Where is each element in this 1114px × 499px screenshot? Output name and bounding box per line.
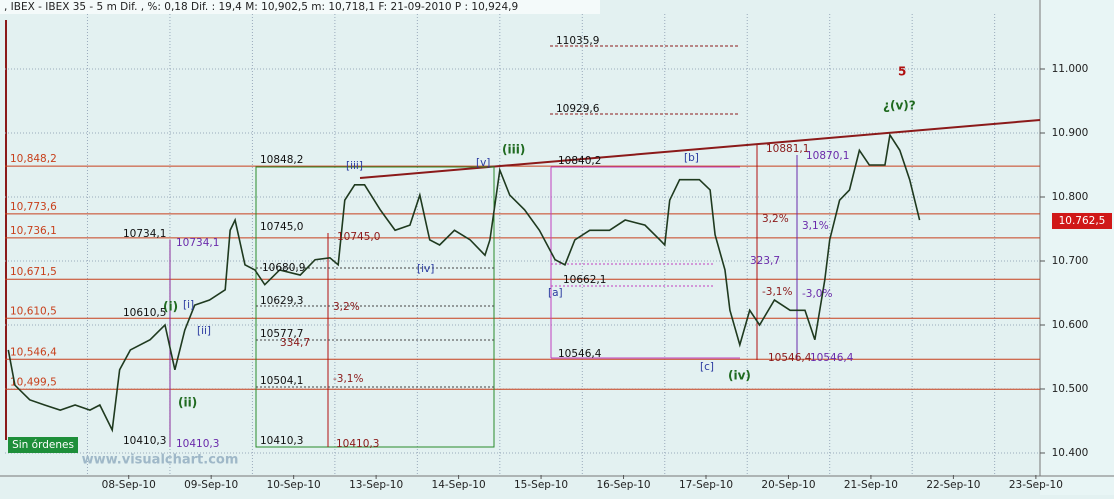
annotation: [iii]: [346, 160, 363, 172]
status[interactable]: Sin órdenes: [12, 439, 74, 451]
annotation: (iii): [502, 143, 525, 157]
annotation: 10881,1: [766, 143, 809, 155]
x-tick-label: 21-Sep-10: [844, 479, 898, 491]
price-line: [7, 132, 921, 433]
annotation: 10504,1: [260, 375, 303, 387]
y-tick-label: 10.700: [1052, 255, 1089, 267]
annotation: 10410,3: [123, 435, 166, 447]
price-axis-panel: [1040, 0, 1114, 495]
watermark: www.visualchart.com: [82, 453, 239, 468]
annotation: (i): [163, 300, 178, 314]
annotation: 323,7: [750, 255, 780, 267]
annotation: 3,1%: [802, 220, 829, 232]
header: , IBEX - IBEX 35 - 5 m Dif. , %: 0,18 Di…: [4, 1, 518, 13]
x-tick-label: 22-Sep-10: [926, 479, 980, 491]
y-tick-label: 10.800: [1052, 191, 1089, 203]
level-label: 10,736,1: [10, 225, 57, 237]
annotation: ¿(v)?: [883, 99, 916, 113]
annotation: 10410,3: [260, 435, 303, 447]
annotation: [v]: [476, 157, 490, 169]
x-tick-label: 08-Sep-10: [102, 479, 156, 491]
x-tick-label: 13-Sep-10: [349, 479, 403, 491]
annotation: [c]: [700, 361, 714, 373]
x-tick-label: 17-Sep-10: [679, 479, 733, 491]
x-tick-label: 14-Sep-10: [432, 479, 486, 491]
level-label: 10,499,5: [10, 376, 57, 388]
annotation: 10745,0: [260, 221, 303, 233]
x-tick-label: 10-Sep-10: [267, 479, 321, 491]
annotation: [ii]: [197, 325, 211, 337]
measure-box: [255, 166, 495, 448]
drawings: [169, 45, 1041, 448]
annotation: 10662,1: [563, 274, 606, 286]
y-tick-label: 11.000: [1052, 63, 1089, 75]
annotation: 10734,1: [176, 237, 219, 249]
annotation: [a]: [548, 287, 563, 299]
annotation: 3,2%: [762, 213, 789, 225]
last-price-label: 10.762,5: [1059, 215, 1106, 227]
annotation: 10610,5: [123, 307, 166, 319]
annotation: 10546,4: [558, 348, 602, 360]
level-label: 10,546,4: [10, 346, 57, 358]
annotation: [b]: [684, 152, 699, 164]
level-label: 10,671,5: [10, 266, 57, 278]
annotation: [iv]: [417, 263, 434, 275]
y-tick-label: 10.500: [1052, 383, 1089, 395]
annotation: 3,2%: [333, 301, 360, 313]
annotation: 10629,3: [260, 295, 303, 307]
y-tick-label: 10.600: [1052, 319, 1089, 331]
annotation: 10870,1: [806, 150, 849, 162]
annotation: 10410,3: [336, 438, 379, 450]
header-bar: [0, 0, 600, 14]
x-tick-label: 16-Sep-10: [596, 479, 650, 491]
level-label: 10,848,2: [10, 153, 57, 165]
annotation: 10410,3: [176, 438, 219, 450]
last-price-box: [1052, 212, 1112, 229]
level-label: 10,610,5: [10, 305, 57, 317]
y-tick-label: 10.900: [1052, 127, 1089, 139]
annotation: (ii): [178, 396, 197, 410]
annotation: 10929,6: [556, 103, 600, 115]
x-tick-label: 09-Sep-10: [184, 479, 238, 491]
annotation: 10840,2: [558, 155, 601, 167]
annotation: [i]: [183, 299, 194, 311]
level-label: 10,773,6: [10, 201, 57, 213]
annotation: -3,1%: [762, 286, 792, 298]
annotation: 10745,0: [337, 231, 380, 243]
trendline: [359, 119, 1041, 179]
annotation: (iv): [728, 369, 751, 383]
x-tick-label: 23-Sep-10: [1009, 479, 1063, 491]
annotation: 5: [898, 65, 906, 79]
x-tick-label: 20-Sep-10: [761, 479, 815, 491]
annotation: 10680,9: [262, 262, 305, 274]
annotation: 10546,4: [810, 352, 854, 364]
annotation: 10577,7: [260, 328, 303, 340]
annotation: -3,1%: [333, 373, 363, 385]
annotation: 334,7: [280, 337, 310, 349]
status-badge[interactable]: [8, 437, 78, 453]
y-tick-label: 10.400: [1052, 447, 1089, 459]
annotation: 10546,4: [768, 352, 812, 364]
x-tick-label: 15-Sep-10: [514, 479, 568, 491]
annotation: 10734,1: [123, 228, 166, 240]
annotation: 11035,9: [556, 35, 599, 47]
annotation: -3,0%: [802, 288, 832, 300]
annotation: 10848,2: [260, 154, 303, 166]
